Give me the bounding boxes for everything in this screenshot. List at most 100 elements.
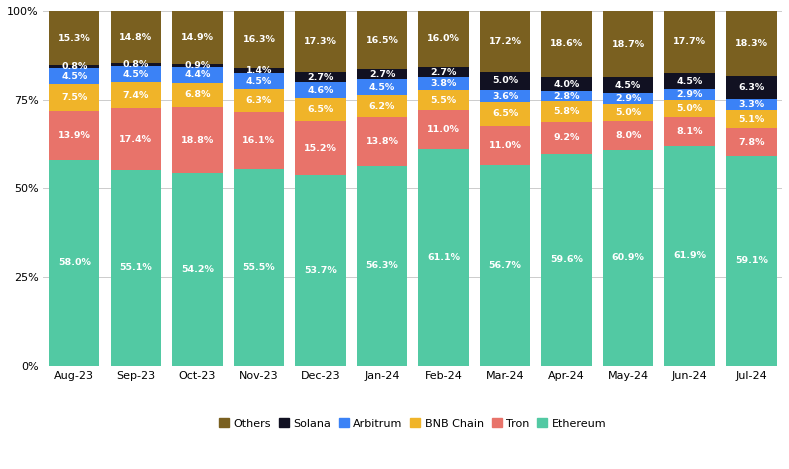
Text: 13.9%: 13.9% (58, 131, 91, 140)
Bar (541, 91, 592, 101)
Text: 4.0%: 4.0% (554, 80, 580, 89)
Bar (49, 65, 99, 68)
Text: 4.5%: 4.5% (368, 83, 395, 91)
Text: 5.1%: 5.1% (739, 115, 765, 124)
Text: 5.8%: 5.8% (553, 107, 580, 116)
Bar (49, 111, 99, 160)
Text: 4.4%: 4.4% (184, 70, 211, 79)
Text: 17.2%: 17.2% (488, 37, 522, 46)
Text: 16.5%: 16.5% (365, 36, 398, 45)
Text: 53.7%: 53.7% (304, 266, 337, 275)
Text: 2.9%: 2.9% (615, 94, 641, 103)
Bar (541, 101, 592, 121)
Bar (110, 11, 161, 63)
Text: 7.4%: 7.4% (122, 91, 149, 100)
Text: 56.7%: 56.7% (488, 261, 522, 270)
Bar (726, 98, 776, 110)
Bar (480, 72, 530, 90)
Text: 55.1%: 55.1% (119, 264, 152, 272)
Text: 7.8%: 7.8% (738, 138, 765, 147)
Bar (726, 129, 776, 156)
Bar (480, 165, 530, 366)
Text: 0.8%: 0.8% (122, 61, 149, 69)
Bar (480, 126, 530, 165)
Text: 11.0%: 11.0% (488, 141, 522, 150)
Text: 8.1%: 8.1% (676, 127, 703, 136)
Text: 5.0%: 5.0% (492, 76, 518, 85)
Text: 15.2%: 15.2% (304, 144, 337, 153)
Text: 60.9%: 60.9% (611, 253, 645, 262)
Bar (49, 68, 99, 84)
Bar (418, 77, 469, 91)
Text: 17.3%: 17.3% (304, 37, 337, 46)
Bar (664, 89, 715, 99)
Text: 6.8%: 6.8% (184, 90, 211, 99)
Text: 5.5%: 5.5% (431, 96, 457, 105)
Bar (234, 73, 284, 89)
Bar (110, 108, 161, 170)
Bar (295, 82, 346, 98)
Text: 54.2%: 54.2% (181, 265, 214, 274)
Bar (418, 68, 469, 77)
Bar (726, 110, 776, 129)
Text: 3.3%: 3.3% (739, 100, 765, 109)
Bar (603, 11, 653, 77)
Bar (110, 66, 161, 82)
Text: 3.8%: 3.8% (430, 79, 457, 88)
Bar (418, 11, 469, 68)
Bar (418, 91, 469, 110)
Text: 16.3%: 16.3% (242, 35, 275, 44)
Text: 6.3%: 6.3% (739, 83, 765, 92)
Bar (234, 89, 284, 112)
Bar (172, 83, 222, 107)
Text: 11.0%: 11.0% (427, 125, 460, 134)
Bar (357, 69, 407, 79)
Text: 8.0%: 8.0% (615, 131, 641, 140)
Bar (603, 121, 653, 150)
Bar (480, 102, 530, 126)
Bar (49, 11, 99, 65)
Bar (295, 175, 346, 366)
Bar (357, 95, 407, 117)
Text: 55.5%: 55.5% (242, 263, 275, 272)
Text: 4.5%: 4.5% (122, 70, 149, 79)
Bar (664, 73, 715, 89)
Bar (603, 104, 653, 121)
Text: 4.5%: 4.5% (615, 81, 641, 90)
Text: 16.0%: 16.0% (427, 34, 460, 44)
Text: 9.2%: 9.2% (553, 134, 580, 143)
Bar (172, 107, 222, 174)
Text: 5.0%: 5.0% (615, 108, 641, 117)
Bar (480, 90, 530, 102)
Bar (357, 11, 407, 69)
Text: 2.9%: 2.9% (676, 90, 703, 99)
Text: 61.1%: 61.1% (427, 253, 460, 262)
Bar (541, 121, 592, 154)
Text: 18.3%: 18.3% (735, 39, 768, 48)
Bar (418, 110, 469, 149)
Text: 59.6%: 59.6% (550, 256, 583, 265)
Bar (172, 11, 222, 64)
Text: 4.5%: 4.5% (245, 77, 272, 86)
Text: 6.3%: 6.3% (245, 96, 272, 105)
Bar (295, 121, 346, 175)
Bar (172, 174, 222, 366)
Text: 56.3%: 56.3% (365, 261, 398, 270)
Text: 18.8%: 18.8% (181, 136, 214, 144)
Text: 17.7%: 17.7% (673, 38, 706, 46)
Text: 5.0%: 5.0% (677, 104, 703, 113)
Bar (295, 72, 346, 82)
Bar (172, 67, 222, 83)
Bar (234, 68, 284, 73)
Bar (603, 93, 653, 104)
Bar (664, 117, 715, 146)
Text: 6.5%: 6.5% (307, 105, 334, 114)
Text: 18.6%: 18.6% (550, 39, 583, 48)
Text: 1.4%: 1.4% (245, 67, 272, 76)
Bar (295, 98, 346, 121)
Text: 15.3%: 15.3% (58, 34, 91, 43)
Text: 61.9%: 61.9% (673, 251, 706, 260)
Bar (110, 170, 161, 366)
Legend: Others, Solana, Arbitrum, BNB Chain, Tron, Ethereum: Others, Solana, Arbitrum, BNB Chain, Tro… (215, 414, 611, 433)
Text: 18.7%: 18.7% (611, 39, 645, 49)
